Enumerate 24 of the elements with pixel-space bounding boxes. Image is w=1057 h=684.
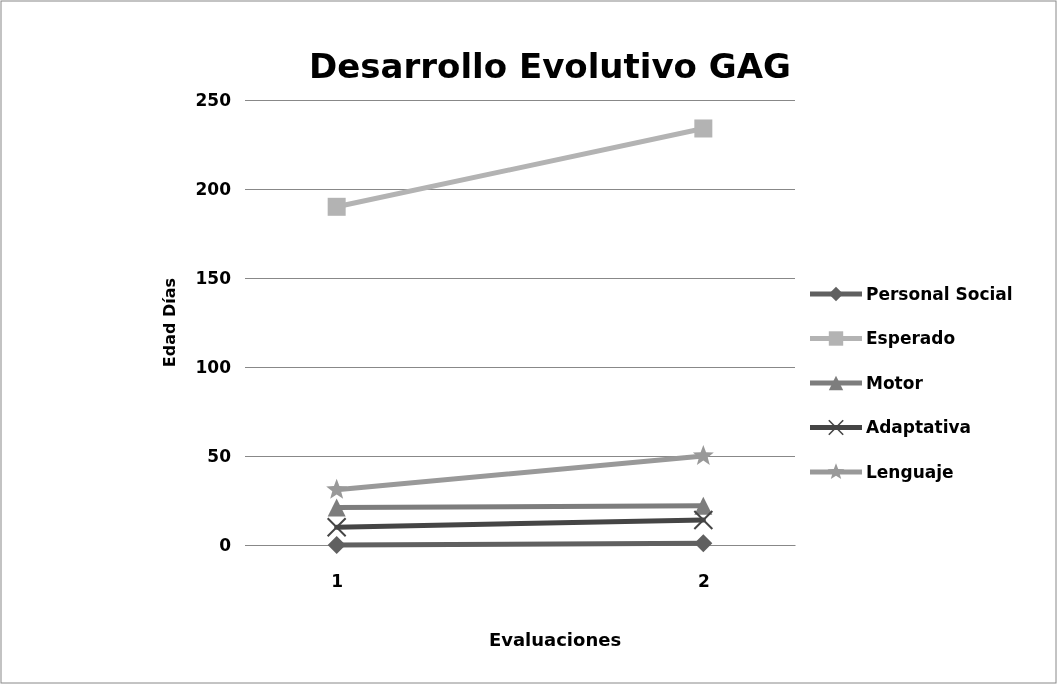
y-tick-label: 250 — [195, 89, 232, 110]
x-tick-label: 1 — [331, 571, 344, 592]
point — [693, 510, 714, 531]
legend-label: Personal Social — [866, 283, 1013, 304]
point — [694, 119, 713, 138]
x-axis-title: Evaluaciones — [488, 629, 622, 650]
legend-label: Esperado — [866, 328, 956, 349]
point — [692, 445, 714, 465]
point — [326, 517, 347, 538]
y-tick-label: 100 — [195, 356, 232, 377]
legend-label: Adaptativa — [866, 417, 972, 438]
y-tick-label: 150 — [195, 267, 232, 288]
legend-label: Motor — [866, 372, 924, 393]
y-tick-label: 0 — [219, 534, 232, 555]
point — [327, 197, 346, 216]
point — [327, 536, 346, 554]
point — [694, 534, 713, 553]
point — [326, 478, 348, 499]
y-tick-label: 50 — [207, 445, 232, 466]
y-axis-title: Edad Días — [160, 277, 179, 368]
legend-label: Lenguaje — [866, 461, 954, 482]
x-tick-label: 2 — [697, 571, 710, 592]
y-tick-label: 200 — [195, 178, 232, 199]
chart-title: Desarrollo Evolutivo GAG — [309, 46, 791, 86]
